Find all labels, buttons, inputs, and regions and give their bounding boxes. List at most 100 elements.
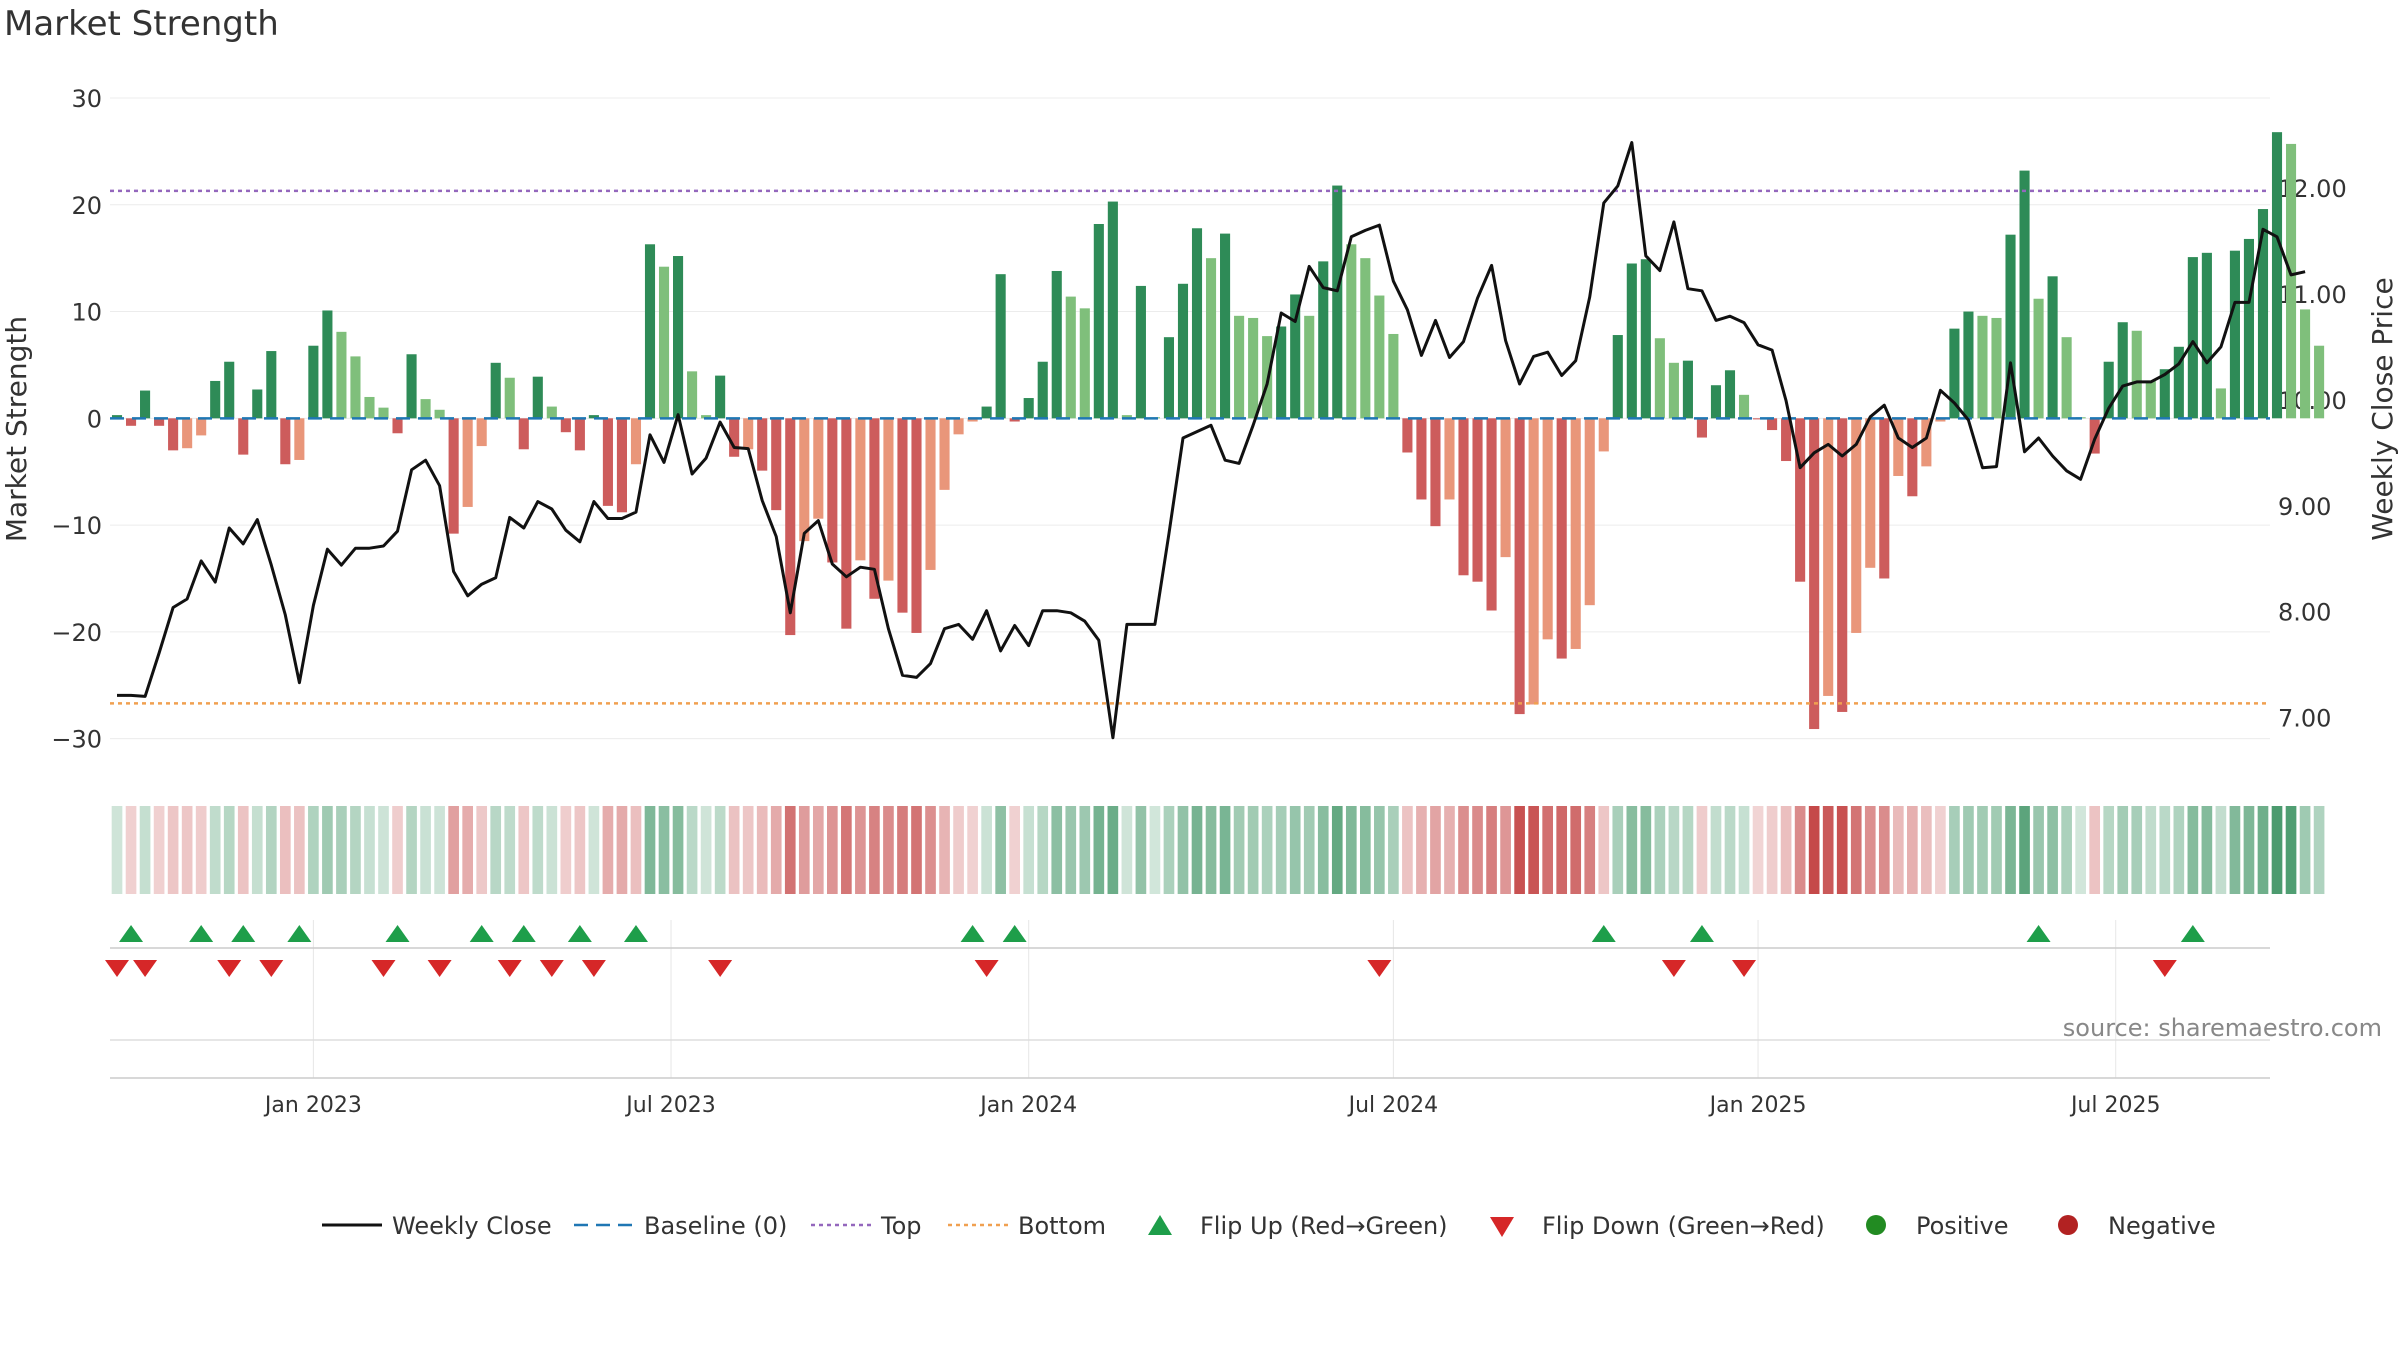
strength-bar	[658, 266, 670, 419]
flip-up-marker	[1591, 925, 1616, 942]
heat-strip-cell	[658, 806, 670, 894]
strength-bar	[813, 418, 824, 519]
heat-strip-cell	[1794, 806, 1806, 894]
strength-bar	[1570, 418, 1581, 649]
y-tick-label: 20	[71, 192, 102, 220]
heat-strip-cell	[981, 806, 992, 894]
heat-strip-cell	[1682, 806, 1694, 894]
heat-strip-cell	[2117, 806, 2129, 894]
heat-strip-cell	[756, 806, 768, 894]
strength-bar	[1668, 362, 1679, 419]
strength-bar	[1837, 418, 1848, 712]
heat-strip-cell	[1710, 806, 1722, 894]
strength-bar	[111, 415, 123, 419]
heat-strip-cell	[1949, 806, 1960, 894]
strength-bar	[2103, 361, 2114, 419]
strength-bar	[1472, 418, 1483, 582]
strength-bar	[2243, 238, 2255, 419]
strength-bar	[1823, 418, 1834, 696]
heat-strip-cell	[139, 806, 151, 894]
flip-down-marker	[1732, 960, 1757, 977]
heat-strip-cell	[1556, 806, 1568, 894]
flip-up-marker	[2180, 925, 2205, 942]
heat-strip-cell	[111, 806, 123, 894]
heat-strip-cell	[1570, 806, 1582, 894]
y-tick-label: −20	[51, 619, 102, 647]
heat-strip-cell	[2145, 806, 2157, 894]
heat-strip-cell	[742, 806, 754, 894]
strength-bar	[546, 406, 557, 419]
flip-up-marker	[231, 925, 256, 942]
strength-bar	[1865, 418, 1876, 568]
strength-bar	[925, 418, 936, 570]
heat-strip-cell	[434, 806, 445, 894]
strength-bar	[364, 396, 375, 419]
strength-bar	[1416, 418, 1427, 500]
heat-strip-cell	[251, 806, 263, 894]
flip-up-marker	[287, 925, 312, 942]
strength-bar	[2271, 132, 2283, 419]
heat-strip-cell	[644, 806, 656, 894]
strength-bar	[841, 418, 852, 629]
heat-strip-cell	[1738, 806, 1750, 894]
heat-strip-cell	[2257, 806, 2269, 894]
heat-strip-cell	[2131, 806, 2143, 894]
chart-title: Market Strength	[4, 4, 279, 44]
heat-strip-cell	[1864, 806, 1876, 894]
heat-strip-cell	[770, 806, 782, 894]
flip-down-marker	[259, 960, 284, 977]
heat-strip-cell	[448, 806, 459, 894]
strength-bar	[967, 418, 978, 422]
strength-bar	[827, 418, 838, 563]
heat-strip-cell	[2173, 806, 2185, 894]
strength-bar	[350, 356, 361, 419]
heat-strip-cell	[1963, 806, 1974, 894]
heat-strip-cell	[1640, 806, 1652, 894]
strength-bar	[392, 418, 403, 434]
strength-bar	[1234, 315, 1245, 419]
heat-strip-cell	[392, 806, 403, 894]
legend-label: Positive	[1916, 1212, 2009, 1240]
x-tick-label: Jul 2023	[624, 1093, 716, 1118]
heat-strip-cell	[1921, 806, 1932, 894]
strength-bar	[2047, 276, 2058, 419]
heat-strip-cell	[1514, 806, 1525, 894]
heat-strip-cell	[2047, 806, 2058, 894]
heat-strip-cell	[1444, 806, 1455, 894]
strength-bar	[1893, 418, 1904, 476]
strength-bar	[1879, 418, 1890, 579]
strength-bar	[1360, 258, 1371, 419]
strength-bar	[154, 418, 165, 426]
strength-bar	[1640, 259, 1651, 419]
strength-bar	[1248, 317, 1259, 419]
heat-strip-cell	[279, 806, 291, 894]
x-tick-label: Jan 2023	[263, 1093, 362, 1118]
strength-bar	[2173, 346, 2184, 419]
y2-tick-label: 9.00	[2278, 493, 2331, 521]
heat-strip-cell	[322, 806, 333, 894]
heat-strip-cell	[237, 806, 249, 894]
strength-bar	[252, 389, 263, 419]
heat-strip-cell	[2299, 806, 2311, 894]
heat-strip-cell	[1430, 806, 1441, 894]
heat-strip-cell	[336, 806, 347, 894]
heat-strip-cell	[1359, 806, 1371, 894]
strength-bar	[448, 418, 459, 534]
strength-bar	[995, 274, 1006, 419]
heat-strip-cell	[2187, 806, 2199, 894]
heat-strip-cell	[1402, 806, 1413, 894]
heat-strip-cell	[476, 806, 488, 894]
strength-bar	[1753, 418, 1764, 420]
strength-bar	[1444, 418, 1455, 500]
strength-bar	[2033, 298, 2044, 419]
heat-strip-cell	[2243, 806, 2255, 894]
strength-bar	[1556, 418, 1567, 659]
heat-strip-cell	[841, 806, 852, 894]
heat-strip-cell	[2103, 806, 2115, 894]
heat-strip-cell	[1289, 806, 1301, 894]
heat-strip-cell	[1079, 806, 1091, 894]
heat-strip-cell	[1907, 806, 1918, 894]
heat-strip-cell	[1303, 806, 1315, 894]
flip-down-marker	[1661, 960, 1686, 977]
heat-strip-cell	[1065, 806, 1077, 894]
